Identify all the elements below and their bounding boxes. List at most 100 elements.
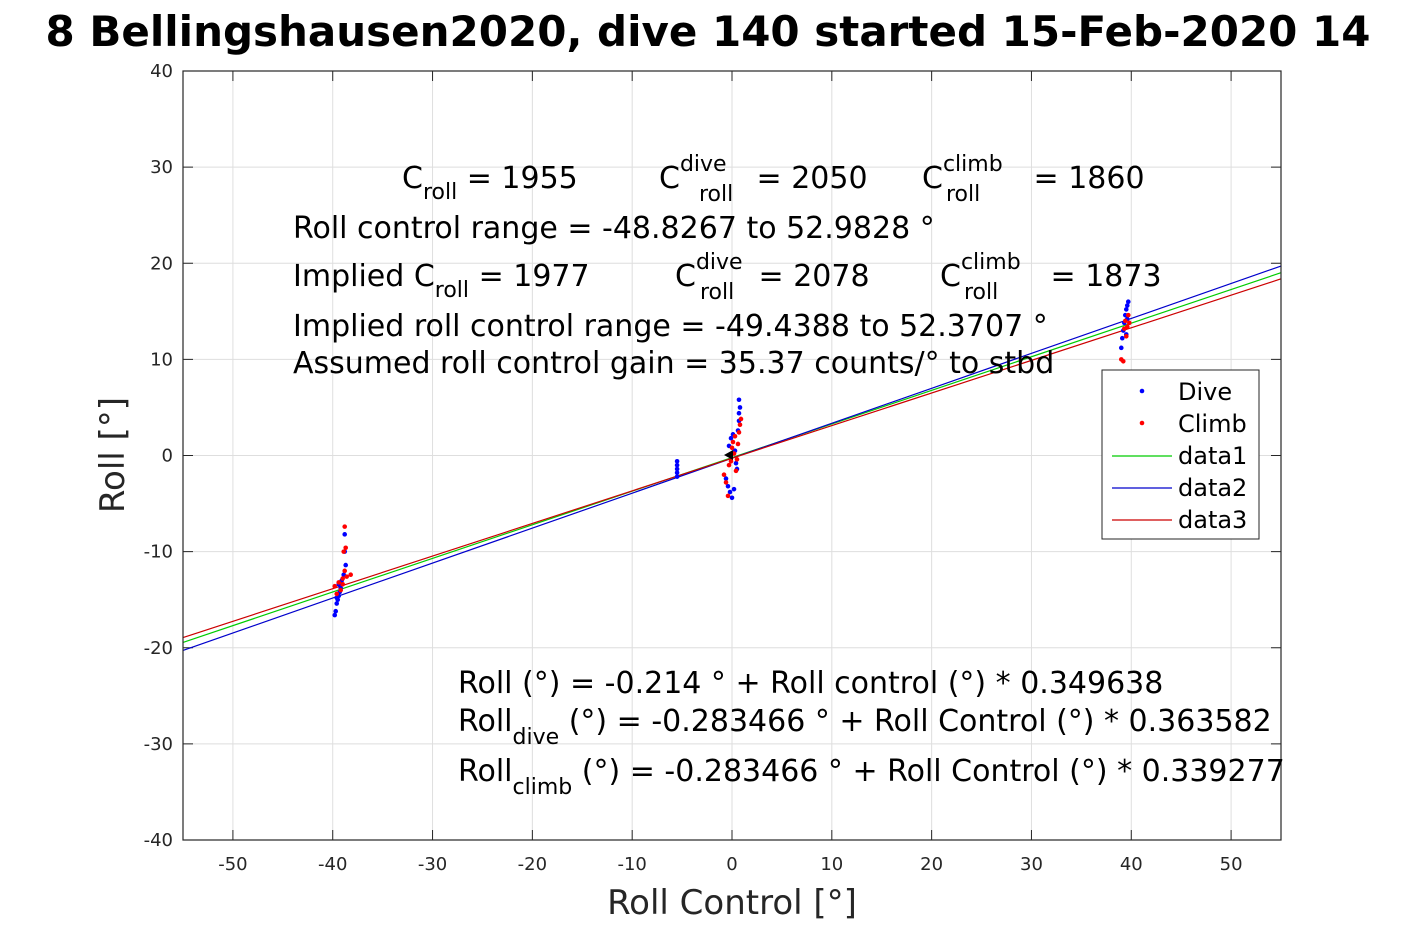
c-roll-text: Croll = 1955: [402, 161, 578, 205]
x-tick-labels: -50 -40 -30 -20 -10 0 10 20 30 40 50: [218, 854, 1242, 875]
legend-marker-dive: [1139, 388, 1145, 394]
point-climb: [334, 591, 340, 597]
calibration-annotation: Croll = 1955 Cdive roll = 2050 Cclimb roll…: [293, 152, 1162, 381]
grid: [183, 70, 1281, 841]
point-climb: [736, 430, 742, 435]
point-dive: [674, 458, 680, 464]
legend: Dive Climb data1 data2 data3: [1101, 369, 1260, 540]
point-dive: [727, 489, 733, 495]
origin-marker: [724, 450, 733, 460]
point-dive: [737, 405, 743, 410]
point-climb: [729, 445, 735, 451]
roll-range-text: Roll control range = -48.8267 to 52.9828…: [293, 211, 935, 246]
point-climb: [340, 576, 346, 581]
x-tick-label: 20: [920, 854, 943, 875]
point-dive: [674, 462, 680, 468]
point-climb: [735, 441, 741, 447]
point-dive: [334, 595, 340, 601]
point-climb: [723, 480, 729, 485]
point-climb: [344, 574, 350, 579]
y-tick-label: -10: [144, 542, 173, 563]
point-dive: [674, 470, 680, 476]
x-axis-label: Roll Control [°]: [607, 883, 857, 923]
point-dive: [1118, 345, 1124, 351]
x-tick-label: -50: [218, 854, 247, 875]
point-dive: [729, 495, 735, 501]
fit-equation-climb: Rollclimb (°) = -0.283466 ° + Roll Contr…: [458, 754, 1285, 800]
x-tick-label: -20: [518, 854, 547, 875]
x-tick-label: 40: [1120, 854, 1143, 875]
fit-equations: Roll (°) = -0.214 ° + Roll control (°) *…: [458, 666, 1285, 800]
point-dive: [733, 460, 739, 466]
c-dive-text: Cdive roll = 2050: [659, 152, 868, 207]
legend-marker-climb: [1139, 420, 1145, 426]
c-climb-text: Cclimb roll = 1860: [922, 152, 1145, 207]
point-dive: [342, 532, 348, 537]
point-dive: [725, 483, 731, 489]
legend-label-climb: Climb: [1178, 410, 1247, 438]
point-dive: [343, 562, 349, 568]
fit-equation-all: Roll (°) = -0.214 ° + Roll control (°) *…: [458, 666, 1163, 701]
x-tick-label: -40: [318, 854, 347, 875]
point-dive: [728, 435, 734, 441]
y-tick-label: 30: [150, 157, 173, 178]
point-climb: [734, 457, 740, 462]
x-tick-label: -30: [418, 854, 447, 875]
chart-title: 8 Bellingshausen2020, dive 140 started 1…: [46, 7, 1371, 56]
y-axis-label: Roll [°]: [93, 397, 133, 513]
point-climb: [738, 416, 744, 422]
point-climb: [342, 524, 348, 529]
point-climb: [1124, 324, 1130, 329]
y-tick-label: 40: [150, 61, 173, 82]
x-tick-label: 30: [1020, 854, 1043, 875]
axes-box: [182, 70, 1282, 841]
x-tick-label: 50: [1220, 854, 1243, 875]
point-dive: [334, 601, 340, 606]
x-tick-label: -10: [617, 854, 646, 875]
point-dive: [332, 612, 338, 618]
point-dive: [333, 608, 339, 614]
point-climb: [737, 422, 743, 428]
point-climb: [726, 462, 732, 468]
y-tick-label: 20: [150, 253, 173, 274]
point-climb: [1123, 334, 1129, 339]
y-tick-label: -40: [144, 830, 173, 851]
point-climb: [338, 587, 344, 593]
y-tick-label: -20: [144, 638, 173, 659]
point-climb: [336, 580, 342, 585]
point-climb: [733, 468, 739, 474]
legend-label-data3: data3: [1178, 506, 1247, 534]
point-climb: [341, 549, 347, 554]
point-climb: [332, 583, 338, 589]
gain-text: Assumed roll control gain = 35.37 counts…: [293, 346, 1054, 381]
legend-label-dive: Dive: [1178, 378, 1232, 406]
legend-box: [1101, 369, 1260, 540]
point-dive: [731, 486, 737, 492]
implied-c-dive-text: Cdive roll = 2078: [675, 250, 870, 305]
point-climb: [730, 439, 736, 445]
point-climb: [340, 582, 346, 587]
implied-c-roll-text: Implied Croll = 1977: [293, 259, 590, 303]
legend-label-data2: data2: [1178, 474, 1247, 502]
point-dive: [1123, 307, 1129, 312]
point-dive: [736, 397, 742, 403]
point-dive: [723, 476, 729, 481]
point-climb: [1126, 320, 1132, 326]
x-tick-label: 0: [726, 854, 737, 875]
point-dive: [736, 410, 742, 416]
point-dive: [674, 474, 680, 479]
point-climb: [725, 493, 731, 499]
y-tick-label: 0: [162, 446, 173, 467]
data-points: [332, 299, 1132, 618]
y-tick-labels: -40 -30 -20 -10 0 10 20 30 40: [144, 61, 173, 851]
implied-range-text: Implied roll control range = -49.4388 to…: [293, 309, 1048, 344]
point-climb: [721, 472, 727, 478]
point-climb: [728, 458, 734, 464]
point-climb: [732, 433, 738, 439]
point-dive: [1124, 303, 1130, 308]
point-climb: [343, 545, 349, 551]
y-tick-label: -30: [144, 734, 173, 755]
fit-equation-dive: Rolldive (°) = -0.283466 ° + Roll Contro…: [458, 704, 1272, 750]
x-tick-label: 10: [820, 854, 843, 875]
